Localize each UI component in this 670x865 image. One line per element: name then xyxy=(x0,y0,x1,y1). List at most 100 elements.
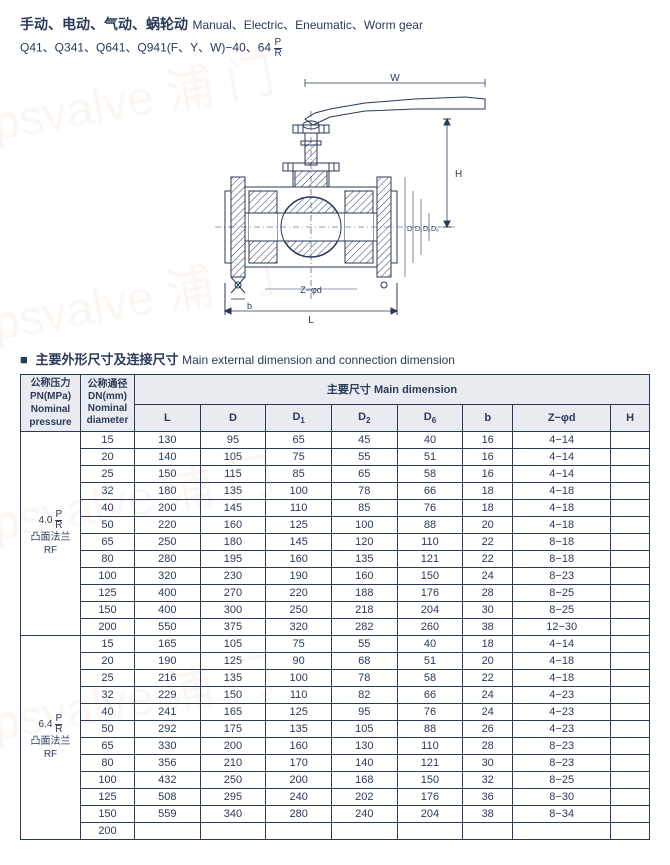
th-main: 主要尺寸 Main dimension xyxy=(135,375,650,405)
data-cell: 88 xyxy=(397,517,463,534)
data-cell: 8−25 xyxy=(513,602,611,619)
data-cell: 241 xyxy=(135,704,201,721)
data-cell: 229 xyxy=(135,687,201,704)
data-cell: 18 xyxy=(463,483,513,500)
data-cell xyxy=(611,602,650,619)
data-cell: 210 xyxy=(200,755,266,772)
data-cell xyxy=(611,721,650,738)
data-cell: 270 xyxy=(200,585,266,602)
data-cell xyxy=(397,823,463,840)
data-cell: 78 xyxy=(331,670,397,687)
pressure-cell: 4.0 PR凸面法兰RF xyxy=(21,432,81,636)
data-cell: 22 xyxy=(463,551,513,568)
data-cell: 135 xyxy=(331,551,397,568)
table-row: 65330200160130110288−23 xyxy=(21,738,650,755)
section-title: 主要外形尺寸及连接尺寸 Main external dimension and … xyxy=(20,349,650,368)
data-cell: 340 xyxy=(200,806,266,823)
data-cell: 4−18 xyxy=(513,653,611,670)
data-cell: 150 xyxy=(200,687,266,704)
data-cell: 400 xyxy=(135,585,201,602)
data-cell: 190 xyxy=(135,653,201,670)
diagram-container: W Z−φd L b H D D₁ xyxy=(20,71,650,331)
data-cell: 66 xyxy=(397,687,463,704)
data-cell xyxy=(331,823,397,840)
data-cell: 115 xyxy=(200,466,266,483)
data-cell: 4−14 xyxy=(513,466,611,483)
data-cell xyxy=(513,823,611,840)
data-cell: 8−23 xyxy=(513,755,611,772)
data-cell: 95 xyxy=(331,704,397,721)
data-cell xyxy=(611,738,650,755)
data-cell: 160 xyxy=(266,551,332,568)
data-cell: 204 xyxy=(397,602,463,619)
data-cell: 180 xyxy=(135,483,201,500)
data-cell: 135 xyxy=(200,670,266,687)
table-row: 2005503753202822603812−30 xyxy=(21,619,650,636)
data-cell xyxy=(611,500,650,517)
data-cell: 90 xyxy=(266,653,332,670)
data-cell: 330 xyxy=(135,738,201,755)
data-cell: 280 xyxy=(135,551,201,568)
data-cell: 16 xyxy=(463,432,513,449)
table-row: 200 xyxy=(21,823,650,840)
data-cell: 175 xyxy=(200,721,266,738)
data-cell: 58 xyxy=(397,670,463,687)
data-cell: 190 xyxy=(266,568,332,585)
data-cell: 432 xyxy=(135,772,201,789)
data-cell: 230 xyxy=(200,568,266,585)
th-diameter: 公称通径DN(mm)Nominaldiameter xyxy=(81,375,135,432)
table-row: 6.4 PR凸面法兰RF15165105755540184−14 xyxy=(21,636,650,653)
data-cell: 51 xyxy=(397,449,463,466)
diagram-label-h: H xyxy=(455,169,462,180)
data-cell: 125 xyxy=(200,653,266,670)
data-cell: 200 xyxy=(81,619,135,636)
data-cell: 105 xyxy=(331,721,397,738)
data-cell xyxy=(611,687,650,704)
data-cell: 200 xyxy=(81,823,135,840)
model-frac: PR xyxy=(274,38,281,59)
data-cell: 240 xyxy=(266,789,332,806)
data-cell: 125 xyxy=(266,517,332,534)
table-row: 80356210170140121308−23 xyxy=(21,755,650,772)
data-cell: 66 xyxy=(397,483,463,500)
data-cell xyxy=(611,585,650,602)
table-row: 150400300250218204308−25 xyxy=(21,602,650,619)
data-cell: 50 xyxy=(81,517,135,534)
th-col: D2 xyxy=(331,404,397,431)
table-row: 4.0 PR凸面法兰RF1513095654540164−14 xyxy=(21,432,650,449)
data-cell: 55 xyxy=(331,636,397,653)
data-cell: 40 xyxy=(81,500,135,517)
data-cell: 4−23 xyxy=(513,704,611,721)
data-cell: 8−34 xyxy=(513,806,611,823)
data-cell: 20 xyxy=(463,653,513,670)
data-cell: 4−23 xyxy=(513,687,611,704)
data-cell: 121 xyxy=(397,755,463,772)
data-cell: 8−18 xyxy=(513,534,611,551)
data-cell: 216 xyxy=(135,670,201,687)
data-cell: 375 xyxy=(200,619,266,636)
data-cell: 100 xyxy=(266,670,332,687)
data-cell: 188 xyxy=(331,585,397,602)
data-cell: 68 xyxy=(331,653,397,670)
data-cell: 22 xyxy=(463,670,513,687)
data-cell: 18 xyxy=(463,636,513,653)
data-cell: 120 xyxy=(331,534,397,551)
data-cell xyxy=(611,704,650,721)
data-cell xyxy=(611,653,650,670)
data-cell xyxy=(200,823,266,840)
data-cell: 75 xyxy=(266,449,332,466)
data-cell: 180 xyxy=(200,534,266,551)
table-row: 100432250200168150328−25 xyxy=(21,772,650,789)
data-cell: 95 xyxy=(200,432,266,449)
table-row: 150559340280240204388−34 xyxy=(21,806,650,823)
data-cell: 15 xyxy=(81,636,135,653)
data-cell: 40 xyxy=(397,636,463,653)
data-cell: 165 xyxy=(135,636,201,653)
data-cell: 125 xyxy=(81,789,135,806)
header-en: Manual、Electric、Eneumatic、Worm gear xyxy=(192,18,423,32)
data-cell xyxy=(463,823,513,840)
data-cell: 8−25 xyxy=(513,772,611,789)
data-cell: 559 xyxy=(135,806,201,823)
th-pressure: 公称压力PN(MPa)Nominalpressure xyxy=(21,375,81,432)
data-cell: 8−18 xyxy=(513,551,611,568)
